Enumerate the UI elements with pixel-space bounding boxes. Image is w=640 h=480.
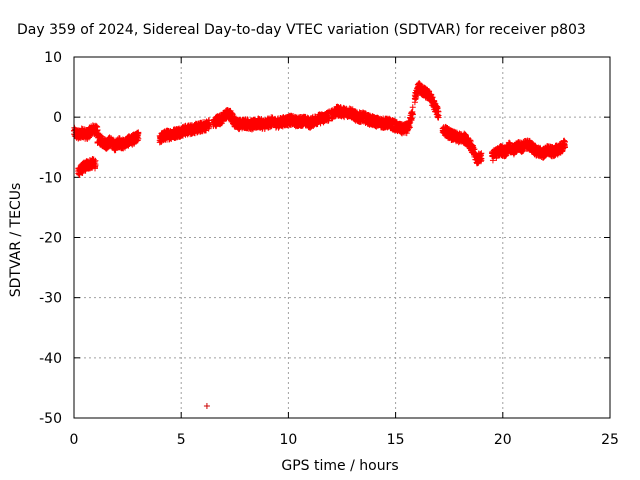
x-tick-label: 10: [279, 432, 297, 448]
x-tick-label: 5: [177, 432, 186, 448]
y-tick-label: 10: [44, 50, 62, 66]
data-points: [71, 80, 568, 409]
x-tick-label: 25: [601, 432, 619, 448]
x-axis-label: GPS time / hours: [281, 458, 398, 474]
y-tick-label: -20: [39, 231, 62, 247]
y-tick-label: -50: [39, 411, 62, 427]
y-tick-label: -10: [39, 170, 62, 186]
data-point: [478, 155, 485, 162]
data-point: [561, 144, 568, 151]
outlier-point: [203, 402, 210, 409]
y-tick-label: 0: [53, 110, 62, 126]
plot-frame: [73, 56, 611, 419]
data-point: [467, 138, 474, 145]
x-tick-label: 0: [70, 432, 79, 448]
data-point: [406, 124, 413, 131]
y-axis-label: SDTVAR / TECUs: [8, 183, 24, 298]
data-point: [435, 108, 442, 115]
y-tick-label: -40: [39, 351, 62, 367]
chart-title: Day 359 of 2024, Sidereal Day-to-day VTE…: [17, 22, 586, 38]
y-tick-label: -30: [39, 291, 62, 307]
data-point: [409, 104, 416, 111]
data-point: [206, 120, 213, 127]
data-point: [135, 135, 142, 142]
data-point: [92, 162, 99, 169]
data-point: [409, 111, 416, 118]
x-tick-label: 20: [494, 432, 512, 448]
x-tick-label: 15: [387, 432, 405, 448]
data-point: [478, 150, 485, 157]
data-point: [135, 130, 142, 137]
